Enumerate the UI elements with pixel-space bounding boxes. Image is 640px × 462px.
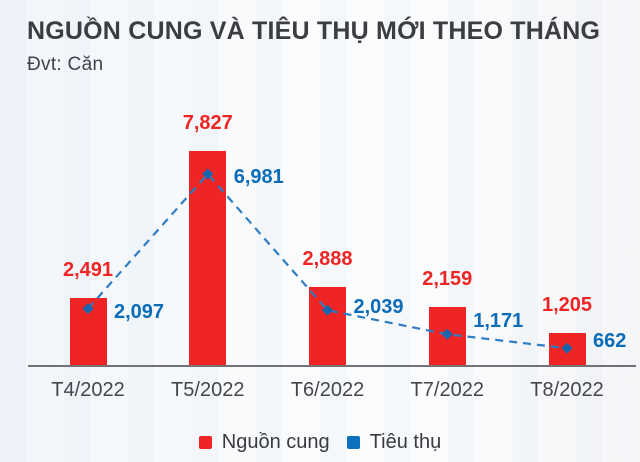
consumption-value-label: 2,097	[114, 300, 165, 323]
x-axis-tick-label: T4/2022	[51, 379, 125, 401]
bar-nguon-cung	[309, 286, 346, 367]
diamond-marker	[561, 342, 573, 354]
consumption-dashed-line	[87, 172, 568, 350]
consumption-value-label: 1,171	[473, 310, 524, 333]
x-axis-tick-label: T8/2022	[530, 379, 604, 401]
diamond-marker	[441, 328, 453, 340]
legend-item: Nguồn cung	[198, 431, 330, 454]
diamond-marker	[202, 168, 214, 180]
x-axis-tick-label: T6/2022	[290, 379, 365, 401]
chart-title: NGUỒN CUNG VÀ TIÊU THỤ MỚI THEO THÁNG	[27, 17, 601, 45]
legend-swatch	[198, 436, 212, 449]
supply-value-label: 7,827	[182, 111, 233, 134]
x-axis-tick-label: T7/2022	[410, 379, 484, 401]
diamond-marker	[322, 304, 333, 316]
x-axis-line	[28, 365, 636, 367]
supply-value-label: 1,205	[541, 294, 593, 317]
x-axis-tick-label: T5/2022	[171, 379, 245, 401]
legend-label: Tiêu thụ	[369, 431, 442, 453]
legend-label: Nguồn cung	[221, 431, 330, 453]
legend: Nguồn cung Tiêu thụ	[0, 431, 640, 454]
consumption-value-label: 662	[593, 330, 627, 353]
supply-value-label: 2,491	[62, 258, 114, 281]
unit-label: Đvt: Căn	[27, 54, 104, 75]
supply-value-label: 2,159	[422, 267, 473, 290]
legend-swatch	[346, 436, 360, 449]
diamond-marker	[82, 303, 94, 315]
consumption-value-label: 2,039	[353, 296, 404, 319]
legend-item: Tiêu thụ	[346, 431, 442, 454]
supply-value-label: 2,888	[302, 247, 353, 270]
consumption-value-label: 6,981	[233, 166, 284, 189]
